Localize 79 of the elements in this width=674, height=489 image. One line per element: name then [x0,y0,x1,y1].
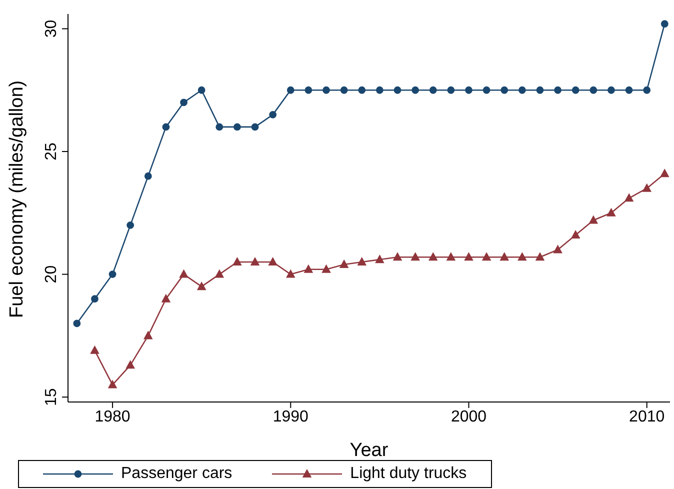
point [590,86,598,94]
point [197,282,206,290]
point [286,270,295,278]
point [144,331,152,340]
point [482,252,491,261]
y-tick-label: 15 [43,388,60,406]
point [358,86,366,94]
point [268,258,278,266]
x-tick-label: 2000 [450,408,487,426]
point [251,123,259,131]
point [73,320,81,328]
point [162,123,170,131]
point [571,230,580,239]
point [286,86,294,94]
x-tick-label: 1990 [272,408,309,426]
point [643,86,651,94]
point [126,221,134,229]
point [162,294,170,302]
point [126,360,135,369]
point [464,252,474,261]
point [304,86,312,94]
point [518,86,526,94]
y-tick-label: 30 [43,20,60,38]
point [376,86,384,94]
legend-label: Light duty trucks [349,465,467,483]
point [608,86,615,94]
point [304,264,313,273]
point [215,270,224,278]
point [624,194,634,202]
point [500,252,509,261]
point [536,252,544,261]
point [375,255,384,264]
point [572,86,580,94]
point [340,86,348,94]
point [447,86,455,94]
legend-label: Passenger cars [120,465,232,483]
x-axis-title: Year [350,440,389,461]
point [322,86,330,94]
point [144,172,152,180]
point [250,258,260,266]
point [340,260,348,268]
x-tick-label: 2010 [629,408,665,426]
point [411,252,420,261]
point [553,245,562,254]
point [234,123,241,131]
point [446,252,456,261]
point [642,184,652,192]
point [536,86,544,94]
point [518,252,526,261]
point [180,98,188,106]
x-tick-label: 1980 [94,408,130,426]
point [412,86,420,94]
point [394,86,402,94]
point [393,252,402,261]
point [428,252,438,261]
point [358,258,366,266]
y-axis-title: Fuel economy (miles/gallon) [6,80,28,318]
point [589,216,598,224]
point [606,208,616,216]
point [91,295,98,303]
point [500,86,508,94]
point [198,86,206,94]
point [216,123,224,131]
point [429,86,437,94]
point [322,264,331,273]
point [90,346,100,354]
point [660,169,669,178]
point [232,258,242,266]
point [108,270,116,278]
point [625,86,633,94]
point [269,110,277,118]
y-tick-label: 25 [43,142,60,160]
point [108,380,117,388]
point [554,86,562,94]
y-tick-label: 20 [43,265,60,284]
point [660,20,668,28]
point [179,270,188,278]
point [465,86,472,94]
point [482,86,490,94]
